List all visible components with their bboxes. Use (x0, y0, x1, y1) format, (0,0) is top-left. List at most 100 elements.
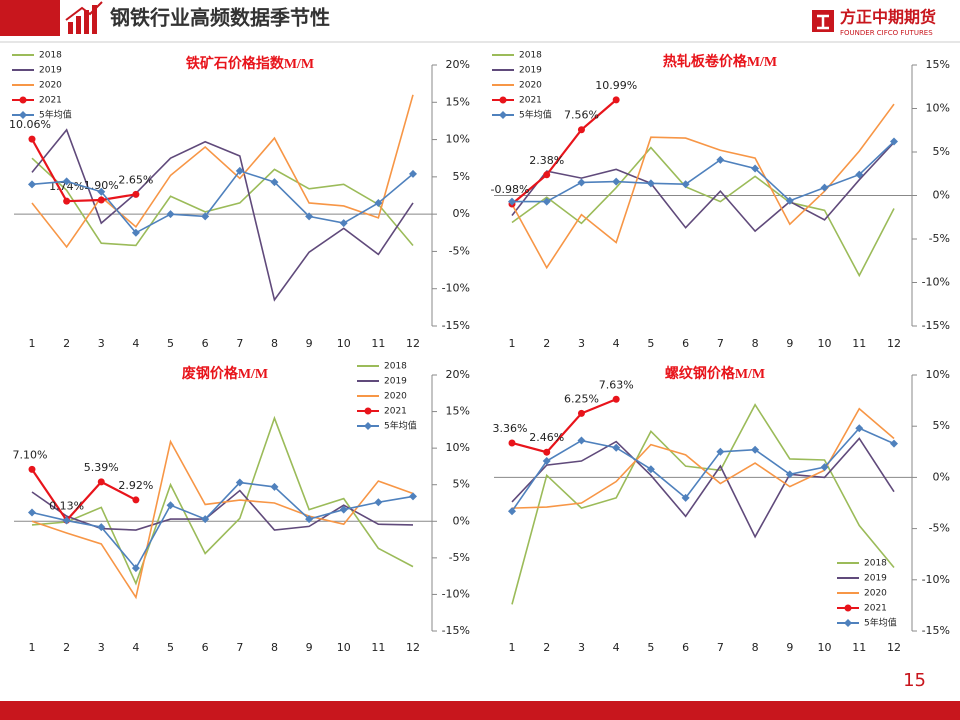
y-tick-label: -15% (922, 624, 950, 637)
y-tick-label: 20% (446, 368, 470, 381)
x-tick-label: 12 (406, 337, 420, 350)
series-line (31, 128, 414, 302)
data-label: 10.06% (9, 118, 51, 131)
data-label: 2.92% (118, 479, 153, 492)
y-tick-label: -5% (929, 232, 950, 245)
series-line (31, 169, 414, 234)
x-tick-label: 8 (752, 641, 759, 654)
x-tick-label: 1 (509, 641, 516, 654)
legend-marker (19, 111, 27, 119)
x-tick-label: 6 (682, 641, 689, 654)
legend-label: 2018 (519, 51, 542, 61)
data-label: 0.13% (49, 499, 84, 512)
point (166, 501, 175, 510)
y-tick-label: 15% (446, 95, 470, 108)
point (374, 198, 383, 207)
y-tick-label: 10% (446, 133, 470, 146)
legend-label: 2019 (384, 377, 407, 387)
point (646, 179, 655, 188)
y-tick-label: 15% (926, 58, 950, 71)
x-tick-label: 10 (818, 337, 832, 350)
point (97, 196, 105, 204)
series-line (31, 439, 414, 600)
y-tick-label: -15% (442, 319, 470, 332)
legend-label: 5年均值 (864, 617, 897, 629)
y-tick-label: 10% (926, 102, 950, 115)
series-line (511, 407, 895, 509)
x-tick-label: 2 (543, 641, 550, 654)
x-tick-label: 9 (306, 641, 313, 654)
point (751, 445, 760, 454)
x-tick-label: 9 (786, 641, 793, 654)
y-tick-label: 20% (446, 58, 470, 71)
x-tick-label: 1 (29, 641, 36, 654)
point (62, 177, 71, 186)
point (855, 170, 864, 179)
x-tick-label: 1 (509, 337, 516, 350)
chart-title: 铁矿石价格指数M/M (186, 55, 314, 72)
point (543, 448, 551, 456)
x-tick-label: 1 (29, 337, 36, 350)
point (508, 507, 516, 516)
series-line (31, 415, 414, 586)
y-tick-label: -5% (449, 551, 470, 564)
point (542, 457, 551, 466)
point (577, 409, 585, 417)
data-label: 7.56% (564, 109, 599, 122)
header-icon (65, 1, 103, 34)
legend-label: 2020 (39, 81, 62, 91)
point (97, 523, 106, 532)
point (612, 395, 620, 403)
x-tick-label: 2 (543, 337, 550, 350)
point (646, 465, 655, 474)
x-tick-label: 2 (63, 641, 70, 654)
legend-label: 2019 (864, 574, 887, 584)
point (890, 137, 898, 146)
x-tick-label: 12 (406, 641, 420, 654)
x-tick-label: 9 (306, 337, 313, 350)
data-label: 2.46% (529, 431, 564, 444)
y-tick-label: -15% (442, 624, 470, 637)
legend-label: 2019 (39, 66, 62, 76)
header-title: 钢铁行业高频数据季节性 (110, 6, 330, 30)
point (716, 447, 725, 456)
y-tick-label: 5% (933, 145, 950, 158)
legend-label: 5年均值 (519, 109, 552, 121)
point (716, 155, 725, 164)
point (612, 177, 621, 186)
x-tick-label: 11 (852, 337, 866, 350)
x-tick-label: 4 (613, 641, 620, 654)
legend-label: 2021 (384, 407, 407, 417)
legend-label: 5年均值 (384, 420, 417, 432)
y-tick-label: -10% (442, 282, 470, 295)
data-label: 6.25% (564, 392, 599, 405)
x-tick-label: 6 (202, 337, 209, 350)
point (681, 493, 690, 502)
logo-glyph (817, 14, 829, 30)
legend-label: 2018 (864, 559, 887, 569)
x-tick-label: 3 (98, 641, 105, 654)
x-tick-label: 7 (236, 337, 243, 350)
y-tick-label: 15% (446, 405, 470, 418)
x-tick-label: 8 (752, 337, 759, 350)
data-label: 7.10% (13, 448, 48, 461)
point (542, 197, 551, 206)
y-tick-label: -5% (929, 522, 950, 535)
point (508, 197, 516, 206)
point (339, 505, 348, 514)
point (97, 187, 106, 196)
x-tick-label: 11 (371, 641, 385, 654)
y-tick-label: 5% (453, 170, 470, 183)
x-tick-label: 11 (852, 641, 866, 654)
series-line (31, 138, 137, 203)
series-line (511, 398, 617, 454)
point (28, 508, 36, 517)
legend-marker (19, 96, 27, 104)
point (235, 166, 244, 175)
x-tick-label: 4 (613, 337, 620, 350)
legend-label: 2021 (519, 96, 542, 106)
point (131, 564, 140, 573)
point (785, 470, 794, 479)
series-line (31, 481, 414, 570)
point (508, 439, 516, 447)
